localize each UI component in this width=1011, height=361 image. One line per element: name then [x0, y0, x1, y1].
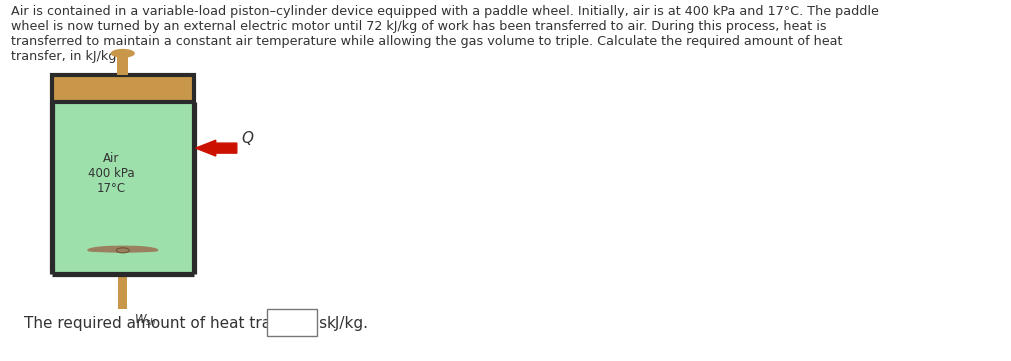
Ellipse shape	[110, 49, 134, 58]
FancyBboxPatch shape	[267, 309, 317, 336]
Bar	[118, 274, 127, 309]
FancyArrow shape	[195, 140, 237, 156]
Text: kJ/kg.: kJ/kg.	[327, 316, 369, 331]
Text: Q: Q	[242, 131, 254, 146]
Bar	[52, 102, 194, 274]
Polygon shape	[98, 247, 158, 252]
Text: Air
400 kPa
17°C: Air 400 kPa 17°C	[88, 152, 134, 195]
Circle shape	[116, 248, 129, 253]
Text: $W_{sh}$: $W_{sh}$	[133, 313, 157, 328]
Text: The required amount of heat transfer is: The required amount of heat transfer is	[24, 316, 328, 331]
Text: Air is contained in a variable-load piston–cylinder device equipped with a paddl: Air is contained in a variable-load pist…	[10, 5, 879, 63]
Polygon shape	[88, 247, 148, 252]
Bar	[52, 75, 194, 102]
Bar	[117, 53, 128, 75]
